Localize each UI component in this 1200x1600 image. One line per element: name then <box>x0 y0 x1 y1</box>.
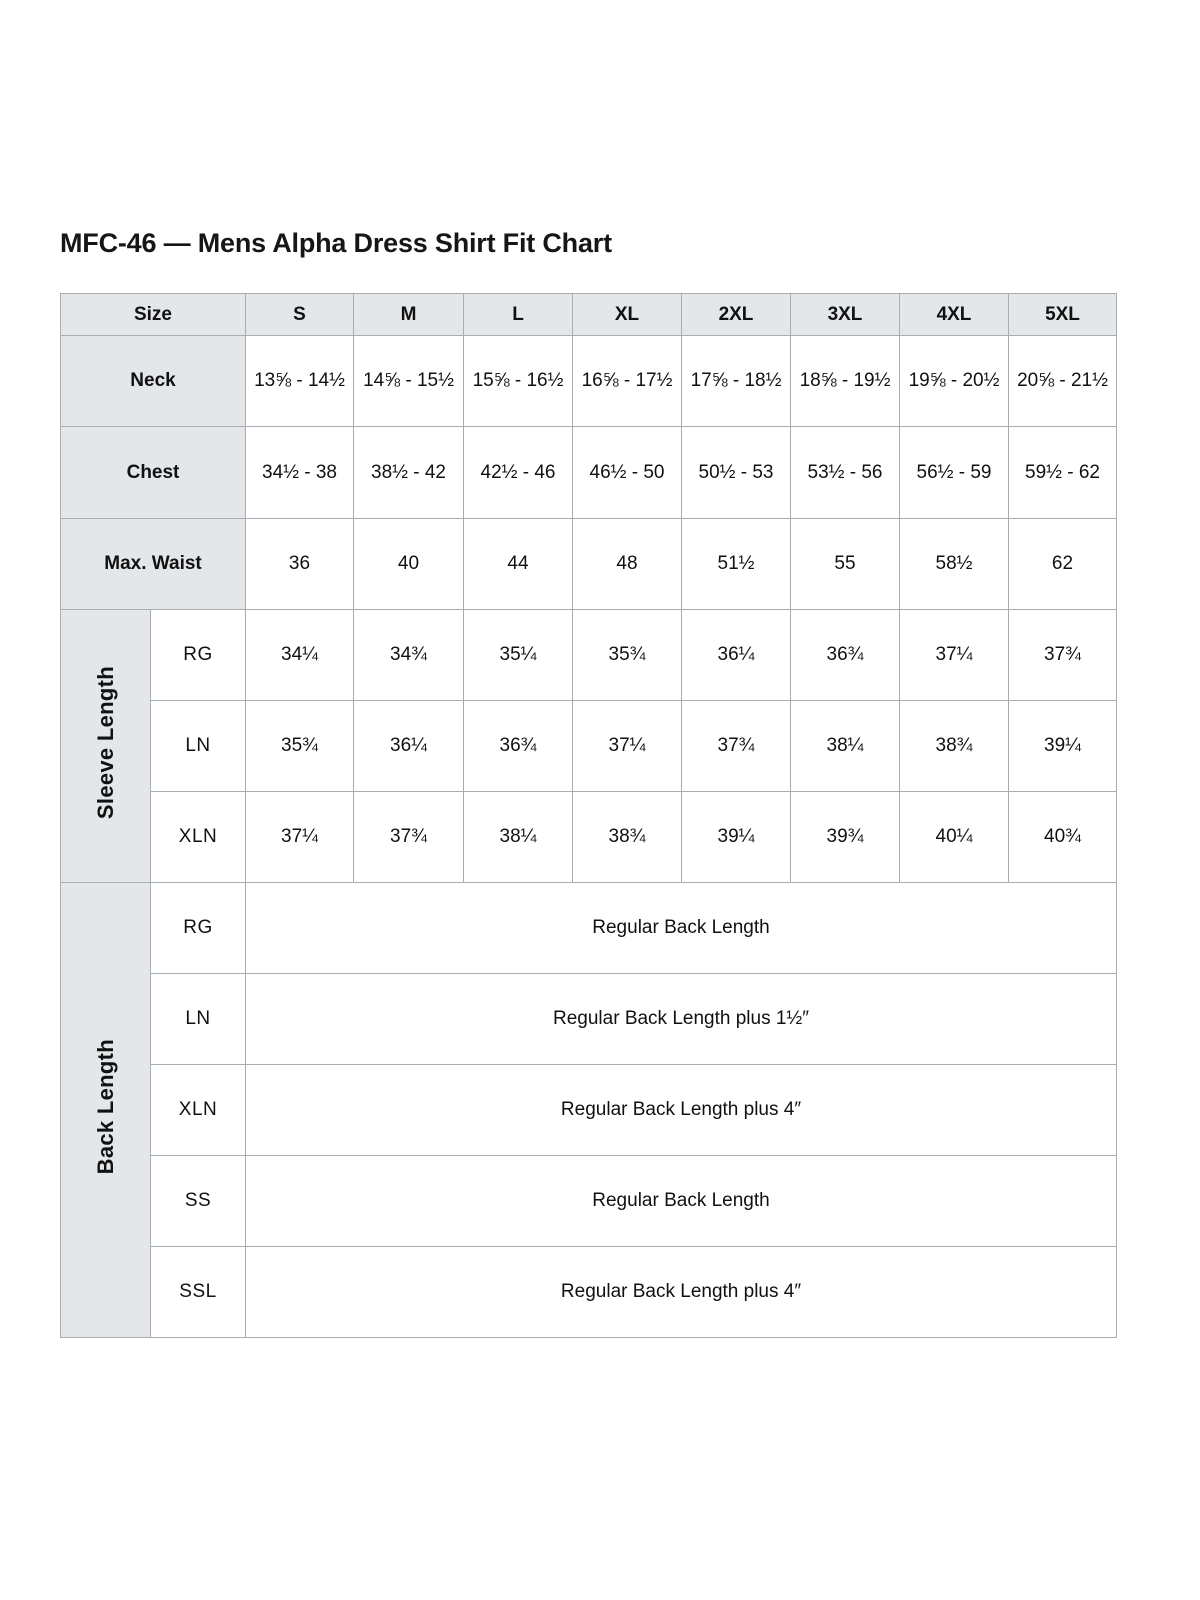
neck-value-4xl: 19⅝ - 20½ <box>899 335 1009 427</box>
table-row-neck: Neck 13⅝ - 14½ 14⅝ - 15½ 15⅝ - 16½ 16⅝ -… <box>60 335 1117 427</box>
page-title: MFC-46 — Mens Alpha Dress Shirt Fit Char… <box>60 228 612 258</box>
back-length-text-ss: Regular Back Length <box>245 1155 1117 1247</box>
neck-value-xl: 16⅝ - 17½ <box>572 335 682 427</box>
group-label-back-length-text: Back Length <box>92 1039 118 1175</box>
max-waist-value-xl: 48 <box>572 518 682 610</box>
chest-value-m: 38½ - 42 <box>353 426 464 519</box>
row-label-neck: Neck <box>60 335 246 427</box>
sleeve-xln-value-5xl: 40¾ <box>1008 791 1117 883</box>
chest-value-5xl: 59½ - 62 <box>1008 426 1117 519</box>
header-cell-m: M <box>353 293 464 336</box>
chest-value-xl: 46½ - 50 <box>572 426 682 519</box>
header-cell-4xl: 4XL <box>899 293 1009 336</box>
table-header-row: Size S M L XL 2XL 3XL 4XL 5XL <box>60 293 1117 336</box>
chest-value-s: 34½ - 38 <box>245 426 354 519</box>
neck-value-3xl: 18⅝ - 19½ <box>790 335 900 427</box>
sleeve-ln-value-l: 36¾ <box>463 700 573 792</box>
header-cell-s: S <box>245 293 354 336</box>
sleeve-ln-value-m: 36¼ <box>353 700 464 792</box>
sleeve-rg-value-s: 34¼ <box>245 609 354 701</box>
neck-value-5xl: 20⅝ - 21½ <box>1008 335 1117 427</box>
table-row-back-ssl: SSL Regular Back Length plus 4″ <box>61 1246 1117 1338</box>
back-length-text-ssl: Regular Back Length plus 4″ <box>245 1246 1117 1338</box>
neck-value-2xl: 17⅝ - 18½ <box>681 335 791 427</box>
sleeve-rg-value-4xl: 37¼ <box>899 609 1009 701</box>
max-waist-value-3xl: 55 <box>790 518 900 610</box>
chest-value-3xl: 53½ - 56 <box>790 426 900 519</box>
sleeve-xln-value-m: 37¾ <box>353 791 464 883</box>
table-row-back-ss: SS Regular Back Length <box>61 1155 1117 1247</box>
sleeve-ln-value-xl: 37¼ <box>572 700 682 792</box>
sleeve-xln-value-xl: 38¾ <box>572 791 682 883</box>
header-cell-xl: XL <box>572 293 682 336</box>
max-waist-value-m: 40 <box>353 518 464 610</box>
header-cell-size: Size <box>60 293 246 336</box>
header-cell-2xl: 2XL <box>681 293 791 336</box>
back-length-text-xln: Regular Back Length plus 4″ <box>245 1064 1117 1156</box>
back-sublabel-ssl: SSL <box>150 1246 246 1338</box>
back-length-text-rg: Regular Back Length <box>245 882 1117 974</box>
back-sublabel-xln: XLN <box>150 1064 246 1156</box>
header-cell-3xl: 3XL <box>790 293 900 336</box>
max-waist-value-4xl: 58½ <box>899 518 1009 610</box>
sleeve-rg-value-m: 34¾ <box>353 609 464 701</box>
row-label-chest: Chest <box>60 426 246 519</box>
chest-value-2xl: 50½ - 53 <box>681 426 791 519</box>
neck-value-s: 13⅝ - 14½ <box>245 335 354 427</box>
max-waist-value-s: 36 <box>245 518 354 610</box>
table-row-back-rg: Back Length RG Regular Back Length <box>60 882 1117 1338</box>
sleeve-rg-value-xl: 35¾ <box>572 609 682 701</box>
max-waist-value-2xl: 51½ <box>681 518 791 610</box>
sleeve-xln-value-3xl: 39¾ <box>790 791 900 883</box>
sleeve-xln-value-2xl: 39¼ <box>681 791 791 883</box>
sleeve-xln-value-4xl: 40¼ <box>899 791 1009 883</box>
sleeve-xln-value-l: 38¼ <box>463 791 573 883</box>
neck-value-m: 14⅝ - 15½ <box>353 335 464 427</box>
table-row-sleeve-ln: LN 35¾ 36¼ 36¾ 37¼ 37¾ 38¼ 38¾ 39¼ <box>61 700 1117 792</box>
max-waist-value-l: 44 <box>463 518 573 610</box>
sleeve-rg-value-l: 35¼ <box>463 609 573 701</box>
sleeve-rg-value-2xl: 36¼ <box>681 609 791 701</box>
table-row-sleeve-xln: XLN 37¼ 37¾ 38¼ 38¾ 39¼ 39¾ 40¼ 40¾ <box>61 791 1117 883</box>
header-cell-l: L <box>463 293 573 336</box>
table-row-back-xln: XLN Regular Back Length plus 4″ <box>61 1064 1117 1156</box>
back-sublabel-ss: SS <box>150 1155 246 1247</box>
chest-value-l: 42½ - 46 <box>463 426 573 519</box>
sleeve-rg-value-3xl: 36¾ <box>790 609 900 701</box>
back-length-text-ln: Regular Back Length plus 1½″ <box>245 973 1117 1065</box>
table-row-back-ln: LN Regular Back Length plus 1½″ <box>61 973 1117 1065</box>
sleeve-sublabel-xln: XLN <box>150 791 246 883</box>
sleeve-ln-value-3xl: 38¼ <box>790 700 900 792</box>
sleeve-sublabel-ln: LN <box>150 700 246 792</box>
sleeve-sublabel-rg: RG <box>150 609 246 701</box>
back-sublabel-rg: RG <box>150 882 246 974</box>
max-waist-value-5xl: 62 <box>1008 518 1117 610</box>
table-row-max-waist: Max. Waist 36 40 44 48 51½ 55 58½ 62 <box>60 518 1117 610</box>
table-row-chest: Chest 34½ - 38 38½ - 42 42½ - 46 46½ - 5… <box>60 426 1117 519</box>
sleeve-ln-value-5xl: 39¼ <box>1008 700 1117 792</box>
sleeve-ln-value-s: 35¾ <box>245 700 354 792</box>
size-fit-chart-table: Size S M L XL 2XL 3XL 4XL 5XL Neck 13⅝ -… <box>60 293 1117 1338</box>
back-sublabel-ln: LN <box>150 973 246 1065</box>
chest-value-4xl: 56½ - 59 <box>899 426 1009 519</box>
sleeve-ln-value-4xl: 38¾ <box>899 700 1009 792</box>
group-label-sleeve-length: Sleeve Length <box>60 609 151 883</box>
row-label-max-waist: Max. Waist <box>60 518 246 610</box>
group-label-back-length: Back Length <box>60 882 151 1338</box>
neck-value-l: 15⅝ - 16½ <box>463 335 573 427</box>
sleeve-ln-value-2xl: 37¾ <box>681 700 791 792</box>
group-label-sleeve-length-text: Sleeve Length <box>92 666 118 820</box>
sleeve-xln-value-s: 37¼ <box>245 791 354 883</box>
table-row-sleeve-rg: Sleeve Length RG 34¼ 34¾ 35¼ 35¾ 36¼ 36¾… <box>60 609 1117 883</box>
sleeve-rg-value-5xl: 37¾ <box>1008 609 1117 701</box>
header-cell-5xl: 5XL <box>1008 293 1117 336</box>
